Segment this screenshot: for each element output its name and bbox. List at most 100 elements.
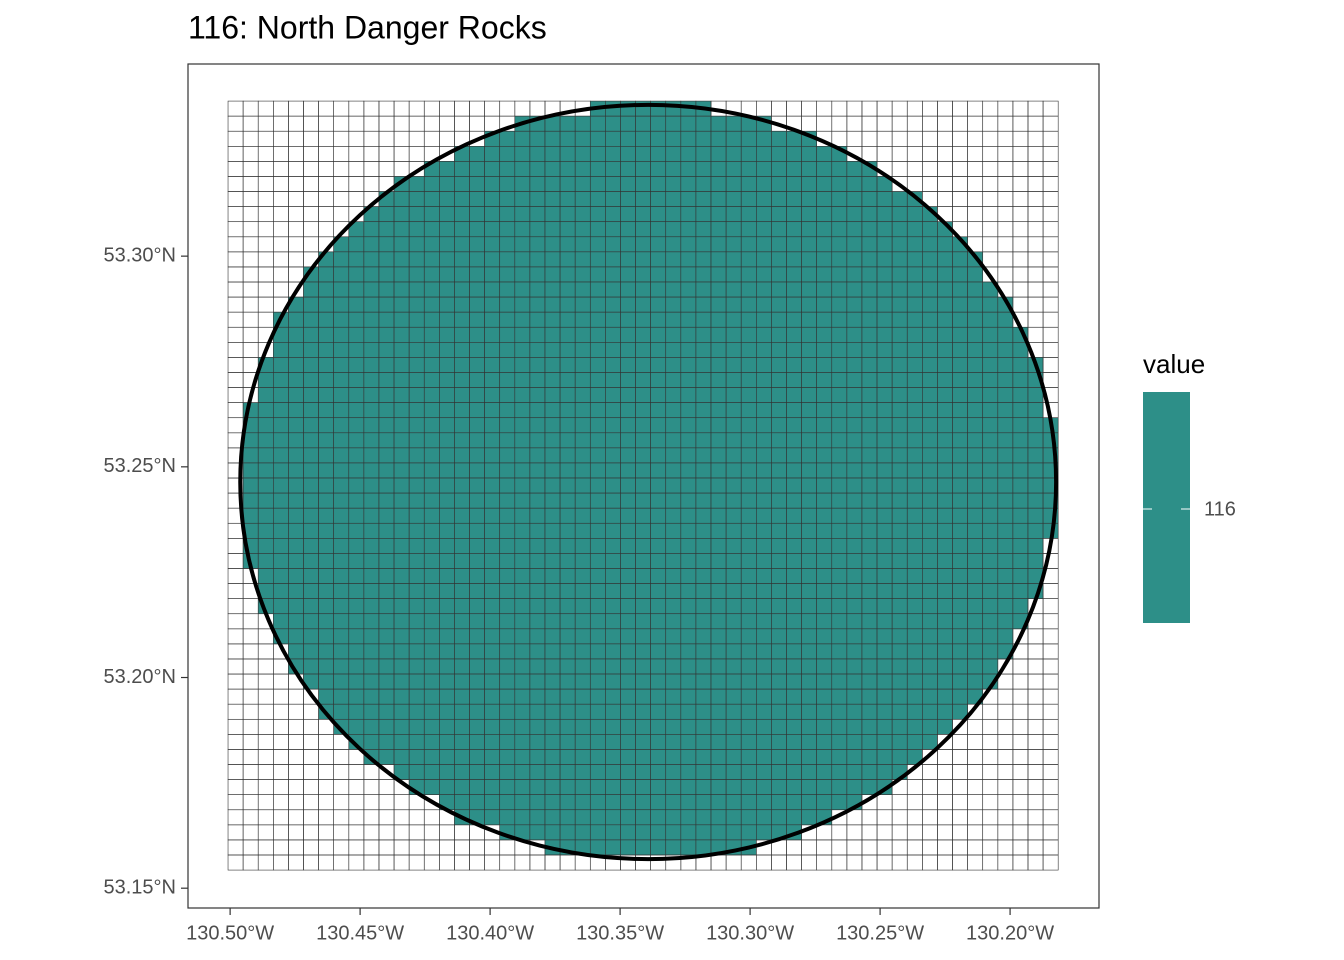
raster-cell [469,538,485,554]
raster-cell [982,432,999,449]
raster-cell [363,522,380,539]
raster-cell [680,734,697,750]
raster-cell [439,749,455,765]
raster-cell [574,538,591,554]
raster-cell [408,734,425,750]
raster-cell [559,191,576,207]
raster-cell [876,462,893,479]
raster-cell [318,311,334,328]
raster-cell [589,311,606,328]
raster-cell [544,628,561,645]
raster-cell [680,779,697,795]
raster-cell [665,251,682,268]
raster-cell [635,553,651,569]
raster-cell [786,296,802,313]
empty-cell [227,749,244,765]
raster-cell [378,417,395,434]
raster-cell [725,764,742,780]
raster-cell [710,522,727,539]
raster-cell [423,673,440,690]
empty-cell [454,100,470,117]
raster-cell [695,809,712,826]
raster-cell [695,161,712,177]
empty-cell [1042,130,1059,147]
raster-cell [499,538,516,554]
empty-cell [952,779,968,795]
raster-cell [439,658,455,675]
empty-cell [257,191,274,207]
raster-cell [484,447,501,464]
empty-cell [574,854,591,871]
raster-cell [997,538,1014,554]
raster-cell [891,658,908,675]
raster-cell [771,718,787,735]
empty-cell [242,628,259,645]
raster-cell [786,357,802,373]
raster-cell [786,432,802,449]
empty-cell [273,839,289,856]
raster-cell [423,342,440,358]
empty-cell [273,779,289,795]
empty-cell [318,824,334,841]
raster-cell [650,417,667,434]
raster-cell [303,372,319,388]
empty-cell [967,779,984,795]
raster-cell [831,734,848,750]
empty-cell [242,824,259,841]
raster-cell [665,673,682,690]
empty-cell [967,100,984,117]
empty-cell [423,100,440,117]
raster-cell [982,613,999,630]
raster-cell [620,462,636,479]
raster-cell [801,357,817,373]
panel-border [187,63,1100,909]
raster-cell [801,628,817,645]
empty-cell [393,100,410,117]
raster-cell [1027,522,1044,539]
raster-cell [333,628,350,645]
raster-cell [454,251,470,268]
raster-cell [997,447,1014,464]
raster-cell [922,236,938,253]
raster-cell [408,553,425,569]
raster-cell [922,402,938,419]
raster-cell [378,432,395,449]
raster-cell [574,779,591,795]
empty-cell [423,839,440,856]
raster-cell [906,417,923,434]
empty-cell [1012,130,1029,147]
raster-cell [650,507,667,524]
raster-cell [348,673,365,690]
raster-cell [273,492,289,509]
raster-cell [891,492,908,509]
raster-cell [906,281,923,298]
raster-cell [695,191,712,207]
raster-cell [997,372,1014,388]
raster-cell [906,326,923,343]
raster-cell [680,688,697,705]
raster-cell [665,161,682,177]
raster-cell [589,462,606,479]
raster-cell [529,206,546,223]
raster-cell [816,673,833,690]
raster-cell [454,643,470,660]
raster-cell [740,342,757,358]
raster-cell [378,281,395,298]
raster-cell [544,281,561,298]
raster-cell [589,553,606,569]
raster-cell [559,598,576,615]
empty-cell [1042,221,1059,238]
raster-cell [967,492,984,509]
raster-cell [589,402,606,419]
raster-cell [408,703,425,720]
raster-cell [499,658,516,675]
empty-cell [242,688,259,705]
raster-cell [771,266,787,283]
empty-cell [227,176,244,192]
empty-cell [1042,281,1059,298]
raster-cell [408,342,425,358]
raster-cell [952,568,968,584]
raster-cell [816,311,833,328]
raster-cell [740,703,757,720]
raster-cell [680,236,697,253]
